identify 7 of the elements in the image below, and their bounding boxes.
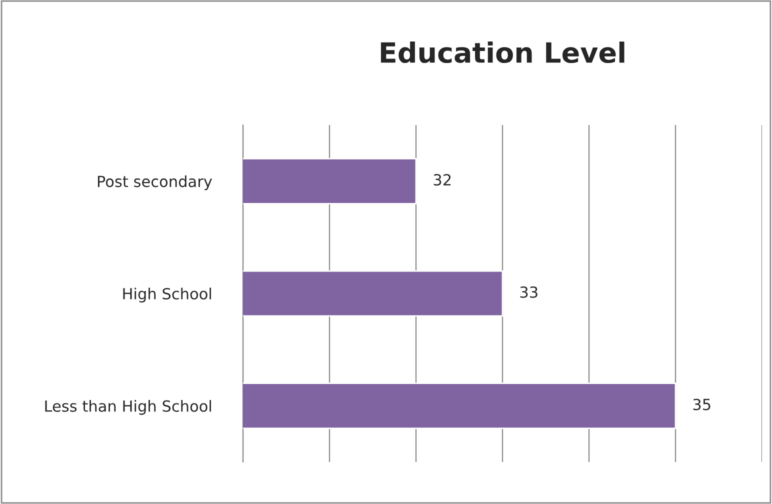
y-tick-label: High School [123, 288, 212, 302]
y-tick-label: Less than High School [45, 400, 212, 415]
data-label: 33 [520, 286, 538, 298]
data-label: 32 [434, 174, 451, 186]
chart-title: Education Level [380, 42, 624, 64]
data-label: 35 [693, 398, 710, 410]
y-tick-label: Post secondary [98, 175, 212, 190]
